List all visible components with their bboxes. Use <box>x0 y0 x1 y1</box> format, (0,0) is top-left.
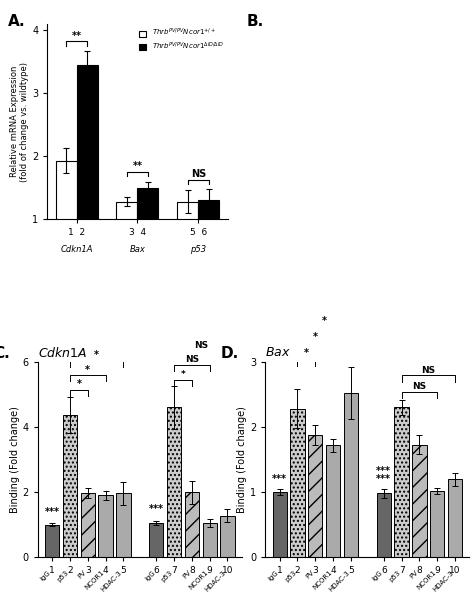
Text: B.: B. <box>246 14 264 29</box>
Text: HDAC-3: HDAC-3 <box>204 569 228 592</box>
Text: *: * <box>85 365 90 375</box>
Text: NS: NS <box>421 366 435 375</box>
Text: *: * <box>76 380 82 390</box>
Text: *: * <box>304 349 309 359</box>
Bar <box>177 202 198 282</box>
Text: $\it{Bax}$: $\it{Bax}$ <box>265 346 291 359</box>
Text: ***: *** <box>376 466 392 476</box>
Text: C.: C. <box>0 346 10 361</box>
Text: HDAC-3: HDAC-3 <box>328 569 351 592</box>
Text: *: * <box>94 350 99 360</box>
Text: *: * <box>181 370 185 379</box>
Bar <box>77 65 98 282</box>
Text: *: * <box>313 332 318 342</box>
Text: D.: D. <box>220 346 239 361</box>
Text: NCOR1: NCOR1 <box>416 569 437 591</box>
Bar <box>344 393 358 557</box>
Text: PV: PV <box>409 569 419 580</box>
Bar <box>273 492 287 557</box>
Text: p53: p53 <box>56 569 70 583</box>
Bar <box>81 493 95 557</box>
Bar <box>63 415 77 557</box>
Text: p53: p53 <box>161 569 174 583</box>
Text: p53: p53 <box>190 245 206 254</box>
Text: p53: p53 <box>284 569 298 583</box>
Text: Bax: Bax <box>129 245 146 254</box>
Text: NCOR1: NCOR1 <box>84 569 106 591</box>
Text: IgG: IgG <box>267 569 280 582</box>
Bar <box>326 445 340 557</box>
Text: A.: A. <box>8 14 26 29</box>
Text: **: ** <box>72 31 82 41</box>
Text: PV: PV <box>182 569 192 580</box>
Legend: $Thrb^{PV/PV}Ncor1^{+/+}$, $Thrb^{PV/PV}Ncor1^{\Delta ID/\Delta ID}$: $Thrb^{PV/PV}Ncor1^{+/+}$, $Thrb^{PV/PV}… <box>139 27 224 52</box>
Text: NS: NS <box>185 355 199 364</box>
Text: $\it{Cdkn1A}$: $\it{Cdkn1A}$ <box>38 346 87 360</box>
Text: NS: NS <box>412 382 427 391</box>
Bar <box>185 492 199 557</box>
Y-axis label: Relative mRNA Expression
(fold of change vs. wildtype): Relative mRNA Expression (fold of change… <box>10 62 29 181</box>
Bar <box>55 161 77 282</box>
Text: ***: *** <box>376 474 392 484</box>
Bar <box>220 516 235 557</box>
Bar <box>99 496 113 557</box>
Bar <box>198 200 219 282</box>
Text: PV: PV <box>305 569 315 580</box>
Text: NCOR1: NCOR1 <box>188 569 210 591</box>
Text: IgG: IgG <box>40 569 52 582</box>
Text: Cdkn1A: Cdkn1A <box>60 245 93 254</box>
Text: ***: *** <box>45 506 60 517</box>
Text: PV: PV <box>77 569 88 580</box>
Text: IgG: IgG <box>371 569 384 582</box>
Bar <box>137 188 158 282</box>
Bar <box>202 523 217 557</box>
Bar <box>377 493 391 557</box>
Bar <box>116 493 130 557</box>
Text: HDAC-3: HDAC-3 <box>100 569 123 592</box>
Text: ***: *** <box>149 505 164 514</box>
Bar <box>430 491 444 557</box>
Bar <box>167 407 181 557</box>
Text: **: ** <box>132 161 143 171</box>
Text: HDAC-3: HDAC-3 <box>432 569 455 592</box>
Text: NS: NS <box>191 169 206 179</box>
Text: *: * <box>322 316 327 326</box>
Bar <box>308 435 322 557</box>
Text: p53: p53 <box>388 569 401 583</box>
Bar <box>45 525 59 557</box>
Text: IgG: IgG <box>144 569 156 582</box>
Bar <box>412 445 427 557</box>
Bar <box>394 407 409 557</box>
Text: ***: *** <box>272 474 287 484</box>
Bar <box>149 523 164 557</box>
Bar <box>291 409 305 557</box>
Bar <box>448 479 462 557</box>
Y-axis label: Binding (Fold change): Binding (Fold change) <box>237 406 247 513</box>
Text: NS: NS <box>194 340 208 350</box>
Bar <box>117 202 137 282</box>
Text: NCOR1: NCOR1 <box>311 569 333 591</box>
Y-axis label: Binding (Fold change): Binding (Fold change) <box>10 406 20 513</box>
